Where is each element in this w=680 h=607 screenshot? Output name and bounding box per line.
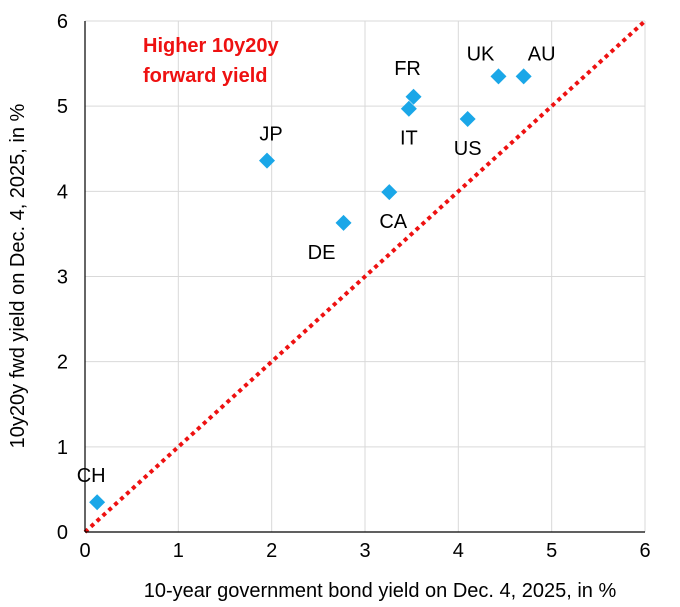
annotation-line-2: forward yield — [143, 65, 267, 87]
data-label-ca: CA — [379, 211, 407, 233]
x-tick-label: 5 — [546, 540, 557, 562]
y-tick-label: 4 — [57, 181, 68, 203]
y-tick-label: 3 — [57, 267, 68, 289]
data-point-fr — [405, 88, 422, 105]
data-label-us: US — [454, 138, 482, 160]
data-point-jp — [259, 152, 275, 169]
x-tick-label: 4 — [453, 540, 464, 562]
data-point-uk — [490, 68, 507, 85]
x-tick-labels: 0 1 2 3 4 5 6 — [79, 540, 650, 562]
x-tick-label: 2 — [266, 540, 277, 562]
data-label-fr: FR — [394, 58, 421, 80]
x-tick-label: 6 — [639, 540, 650, 562]
data-label-jp: JP — [259, 124, 282, 146]
x-tick-label: 3 — [359, 540, 370, 562]
data-point-it — [400, 100, 417, 117]
x-tick-label: 1 — [173, 540, 184, 562]
y-tick-label: 5 — [57, 96, 68, 118]
data-point-labels: CH JP DE CA IT FR US UK AU — [77, 43, 556, 487]
data-label-it: IT — [400, 128, 418, 150]
y-axis-title: 10y20y fwd yield on Dec. 4, 2025, in % — [7, 103, 29, 448]
data-label-ch: CH — [77, 465, 106, 487]
data-point-ca — [381, 184, 398, 201]
annotation-line-1: Higher 10y20y — [143, 35, 280, 57]
data-point-au — [515, 68, 532, 85]
y-tick-label: 0 — [57, 522, 68, 544]
axes — [84, 21, 645, 533]
reference-line-layer — [83, 19, 647, 534]
y-tick-labels: 0 1 2 3 4 5 6 — [57, 11, 68, 544]
data-points — [89, 68, 532, 511]
y-tick-label: 1 — [57, 437, 68, 459]
data-label-au: AU — [528, 43, 556, 65]
y-tick-label: 2 — [57, 352, 68, 374]
data-label-uk: UK — [467, 43, 495, 65]
data-point-de — [335, 214, 352, 231]
data-point-us — [459, 110, 476, 127]
reference-line — [83, 19, 647, 534]
data-point-ch — [89, 494, 106, 511]
x-tick-label: 0 — [79, 540, 90, 562]
data-label-de: DE — [308, 242, 336, 264]
x-axis-title: 10-year government bond yield on Dec. 4,… — [144, 580, 617, 602]
y-tick-label: 6 — [57, 11, 68, 33]
